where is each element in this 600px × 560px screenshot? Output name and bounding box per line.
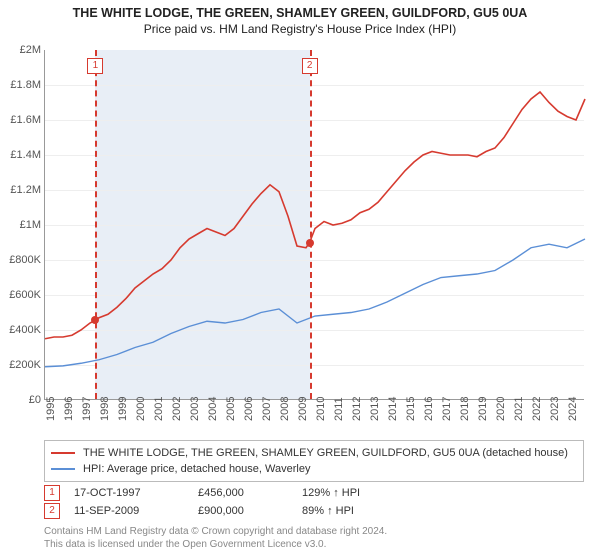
x-axis-label: 2022 xyxy=(531,397,543,421)
sale-row: 1 17-OCT-1997 £456,000 129% ↑ HPI xyxy=(44,484,584,502)
y-axis-label: £600K xyxy=(3,289,41,301)
x-axis-label: 1995 xyxy=(45,397,57,421)
chart-container: { "header": { "title_line1": "THE WHITE … xyxy=(0,0,600,560)
sale-hpi-pct: 129% ↑ HPI xyxy=(302,487,360,499)
legend-item: HPI: Average price, detached house, Wave… xyxy=(51,461,577,477)
x-axis-label: 2001 xyxy=(153,397,165,421)
x-axis-label: 1996 xyxy=(63,397,75,421)
sale-marker-box: 2 xyxy=(44,503,60,519)
reference-dot xyxy=(306,239,314,247)
reference-line xyxy=(95,50,97,399)
x-axis-label: 2012 xyxy=(351,397,363,421)
x-axis-label: 2002 xyxy=(171,397,183,421)
x-axis-label: 2013 xyxy=(369,397,381,421)
sale-row: 2 11-SEP-2009 £900,000 89% ↑ HPI xyxy=(44,502,584,520)
x-axis-label: 2016 xyxy=(423,397,435,421)
y-axis-label: £200K xyxy=(3,359,41,371)
series-property xyxy=(45,92,585,339)
x-axis-label: 2014 xyxy=(387,397,399,421)
reference-line xyxy=(310,50,312,399)
attribution-line-2: This data is licensed under the Open Gov… xyxy=(44,539,584,552)
legend-box: THE WHITE LODGE, THE GREEN, SHAMLEY GREE… xyxy=(44,440,584,482)
x-axis-label: 2004 xyxy=(207,397,219,421)
x-axis-label: 2023 xyxy=(549,397,561,421)
y-axis-label: £400K xyxy=(3,324,41,336)
sale-date: 11-SEP-2009 xyxy=(74,505,184,517)
sale-hpi-pct: 89% ↑ HPI xyxy=(302,505,354,517)
x-axis-label: 2019 xyxy=(477,397,489,421)
x-axis-label: 2000 xyxy=(135,397,147,421)
y-axis-label: £2M xyxy=(3,44,41,56)
x-axis-label: 2005 xyxy=(225,397,237,421)
legend-item: THE WHITE LODGE, THE GREEN, SHAMLEY GREE… xyxy=(51,445,577,461)
x-axis-label: 2020 xyxy=(495,397,507,421)
y-axis-label: £1M xyxy=(3,219,41,231)
x-axis-label: 2003 xyxy=(189,397,201,421)
x-axis-label: 1997 xyxy=(81,397,93,421)
sales-table: 1 17-OCT-1997 £456,000 129% ↑ HPI 2 11-SEP-20… xyxy=(44,484,584,520)
x-axis-label: 1998 xyxy=(99,397,111,421)
x-axis-label: 2017 xyxy=(441,397,453,421)
y-axis-label: £1.2M xyxy=(3,184,41,196)
y-axis-label: £800K xyxy=(3,254,41,266)
x-axis-label: 2009 xyxy=(297,397,309,421)
y-axis-label: £1.6M xyxy=(3,114,41,126)
sale-date: 17-OCT-1997 xyxy=(74,487,184,499)
x-axis-label: 2006 xyxy=(243,397,255,421)
reference-marker-box: 2 xyxy=(302,58,318,74)
y-axis-label: £1.8M xyxy=(3,79,41,91)
chart-titles: THE WHITE LODGE, THE GREEN, SHAMLEY GREE… xyxy=(0,0,600,36)
legend-label: HPI: Average price, detached house, Wave… xyxy=(83,463,310,475)
x-axis-label: 2021 xyxy=(513,397,525,421)
reference-marker-box: 1 xyxy=(87,58,103,74)
title-line-2: Price paid vs. HM Land Registry's House … xyxy=(0,22,600,36)
x-axis-label: 2011 xyxy=(333,397,345,421)
x-axis-label: 2008 xyxy=(279,397,291,421)
line-layer xyxy=(45,50,584,399)
plot-area: £0£200K£400K£600K£800K£1M£1.2M£1.4M£1.6M… xyxy=(44,50,584,400)
y-axis-label: £0 xyxy=(3,394,41,406)
legend-swatch xyxy=(51,468,75,470)
attribution-line-1: Contains HM Land Registry data © Crown c… xyxy=(44,526,584,539)
x-axis-label: 2007 xyxy=(261,397,273,421)
attribution: Contains HM Land Registry data © Crown c… xyxy=(44,526,584,551)
sale-marker-box: 1 xyxy=(44,485,60,501)
legend-swatch xyxy=(51,452,75,454)
sale-price: £900,000 xyxy=(198,505,288,517)
x-axis-label: 1999 xyxy=(117,397,129,421)
series-hpi xyxy=(45,239,585,367)
x-axis-label: 2024 xyxy=(567,397,579,421)
title-line-1: THE WHITE LODGE, THE GREEN, SHAMLEY GREE… xyxy=(0,6,600,20)
legend-label: THE WHITE LODGE, THE GREEN, SHAMLEY GREE… xyxy=(83,447,568,459)
x-axis-label: 2015 xyxy=(405,397,417,421)
x-axis-label: 2018 xyxy=(459,397,471,421)
sale-price: £456,000 xyxy=(198,487,288,499)
y-axis-label: £1.4M xyxy=(3,149,41,161)
x-axis-label: 2010 xyxy=(315,397,327,421)
